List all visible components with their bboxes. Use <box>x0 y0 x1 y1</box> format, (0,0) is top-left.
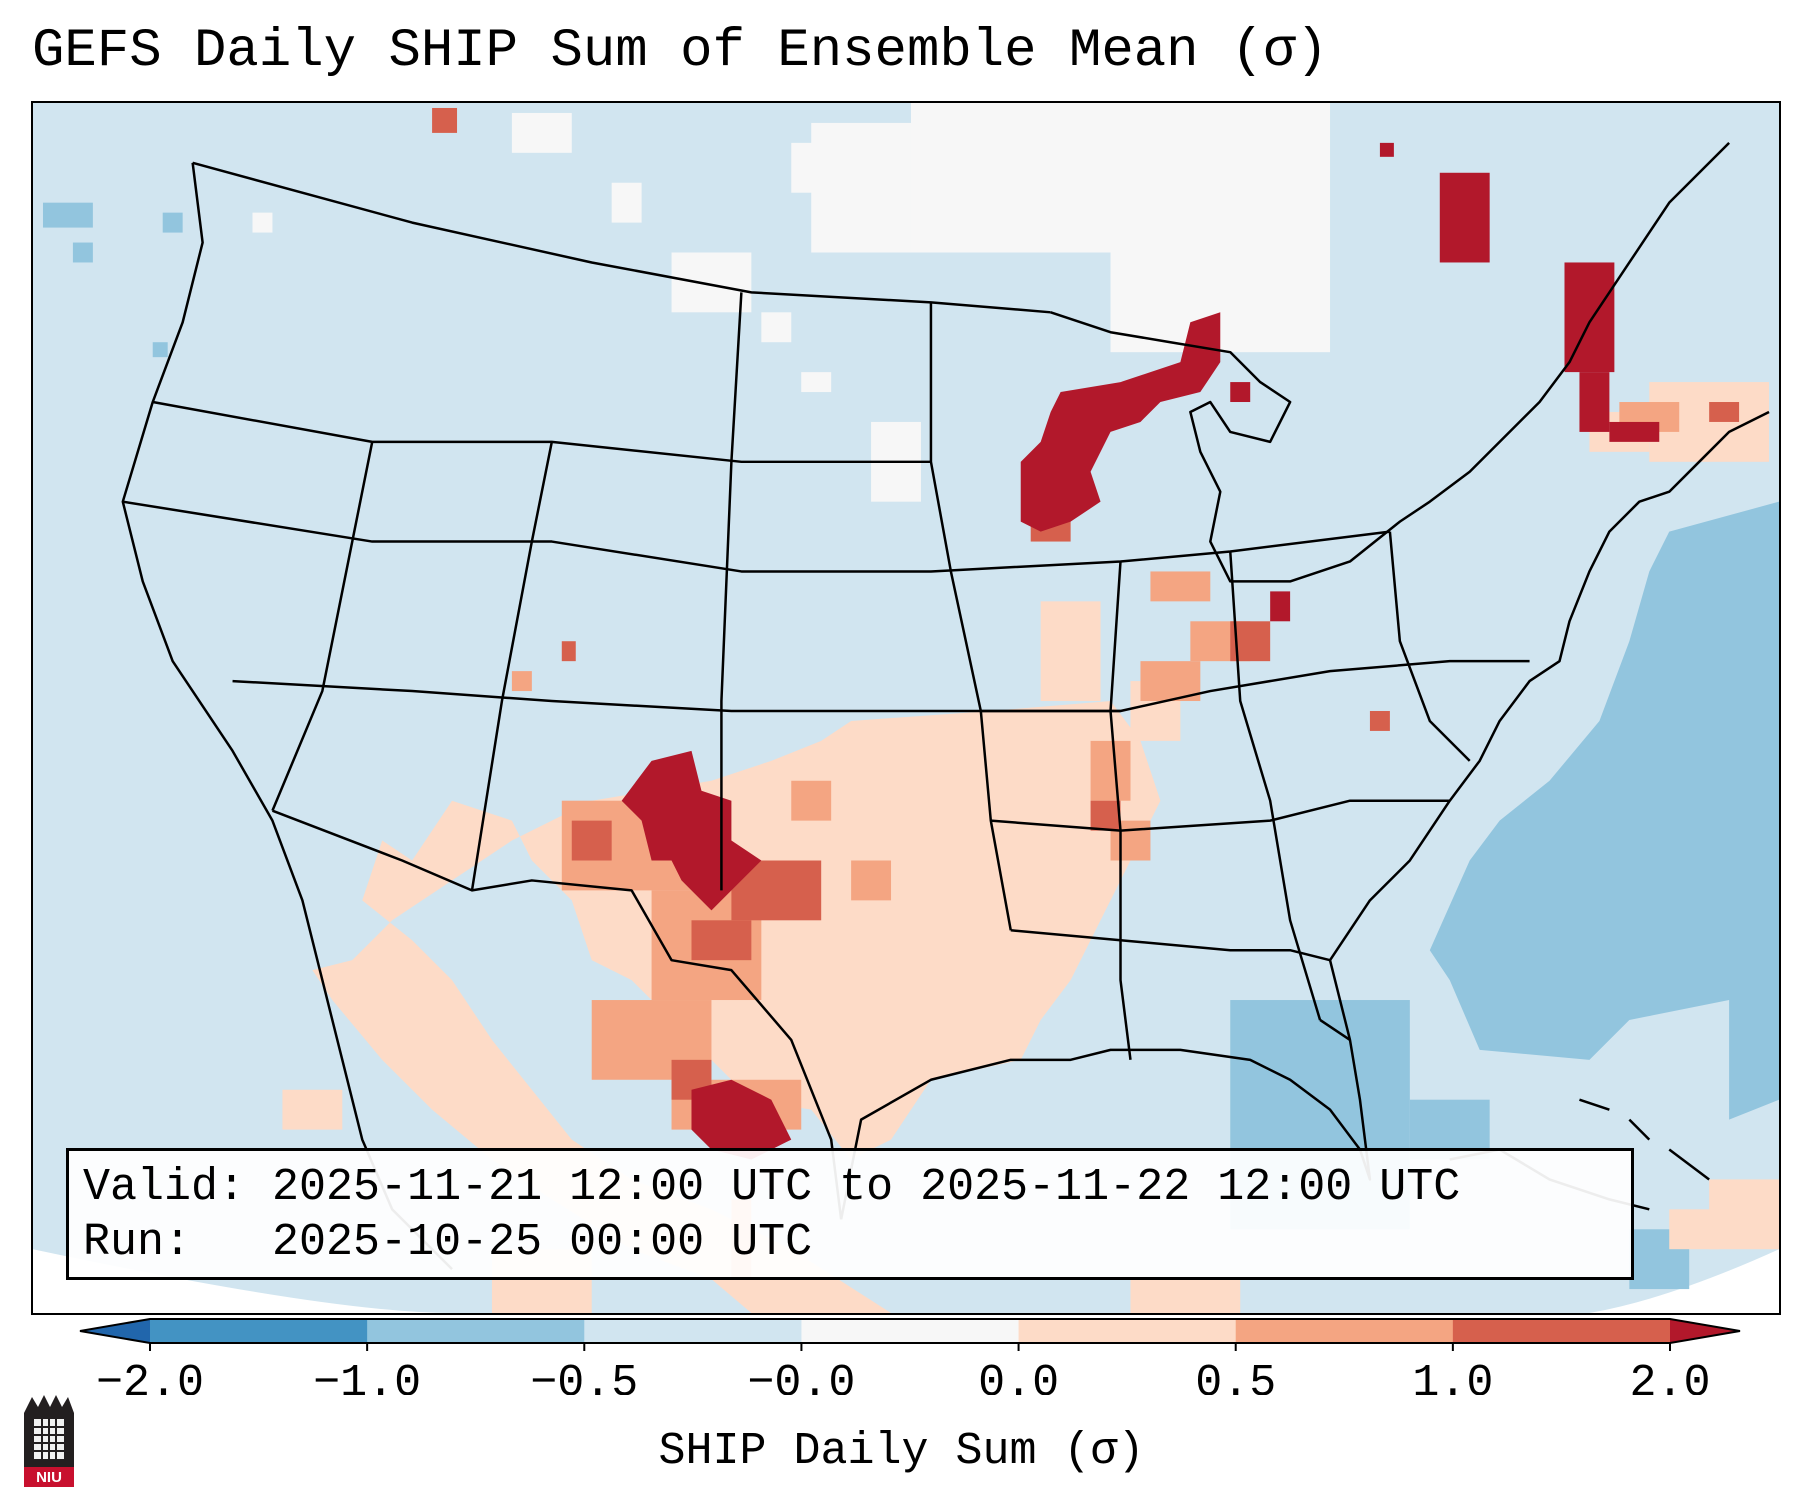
colorbar-tick-label: 0.5 <box>1195 1358 1276 1395</box>
niu-logo: NIU <box>24 1395 74 1487</box>
colorbar-tick-label: 1.0 <box>1412 1358 1493 1395</box>
colorbar-tick-label: −2.0 <box>96 1358 204 1395</box>
projection-edge-left <box>33 1249 453 1313</box>
colorbar-segment <box>1235 1319 1454 1343</box>
colorbar-segment <box>1452 1319 1671 1343</box>
anomaly-map <box>33 103 1779 1313</box>
colorbar-label: SHIP Daily Sum (σ) <box>658 1426 1145 1477</box>
colorbar-tick-label: −1.0 <box>313 1358 421 1395</box>
colorbar-tick-label: −0.0 <box>747 1358 855 1395</box>
colorbar-segment <box>1018 1319 1237 1343</box>
valid-prefix: Valid: <box>83 1162 246 1213</box>
map-background <box>33 103 1779 1313</box>
valid-time-range: 2025-11-21 12:00 UTC to 2025-11-22 12:00… <box>272 1162 1461 1213</box>
colorbar-segment <box>801 1319 1020 1343</box>
run-time: 2025-10-25 00:00 UTC <box>272 1217 813 1268</box>
colorbar-tick-label: −0.5 <box>530 1358 638 1395</box>
colorbar-segment <box>150 1319 368 1343</box>
colorbar-segment <box>584 1319 802 1343</box>
colorbar-tick-label: 0.0 <box>978 1358 1059 1395</box>
niu-logo-text: NIU <box>36 1469 62 1486</box>
colorbar-ticks: −2.0 −1.0 −0.5 −0.0 0.0 0.5 1.0 2.0 <box>96 1343 1711 1395</box>
page-title: GEFS Daily SHIP Sum of Ensemble Mean (σ) <box>32 21 1329 82</box>
colorbar-segment <box>367 1319 585 1343</box>
positive-extreme-anomaly <box>621 142 1660 1160</box>
colorbar: −2.0 −1.0 −0.5 −0.0 0.0 0.5 1.0 2.0 <box>79 1318 1741 1395</box>
colorbar-extend-max <box>1670 1319 1740 1343</box>
colorbar-tick-label: 2.0 <box>1629 1358 1710 1395</box>
valid-run-info-box: Valid: 2025-11-21 12:00 UTC to 2025-11-2… <box>66 1148 1634 1280</box>
run-prefix: Run: <box>83 1217 192 1268</box>
political-boundaries <box>121 141 1770 1271</box>
map-frame[interactable] <box>31 101 1781 1315</box>
colorbar-extend-min <box>80 1319 150 1343</box>
colorbar-segments <box>79 1318 1741 1344</box>
projection-edge-right <box>1589 1249 1779 1313</box>
